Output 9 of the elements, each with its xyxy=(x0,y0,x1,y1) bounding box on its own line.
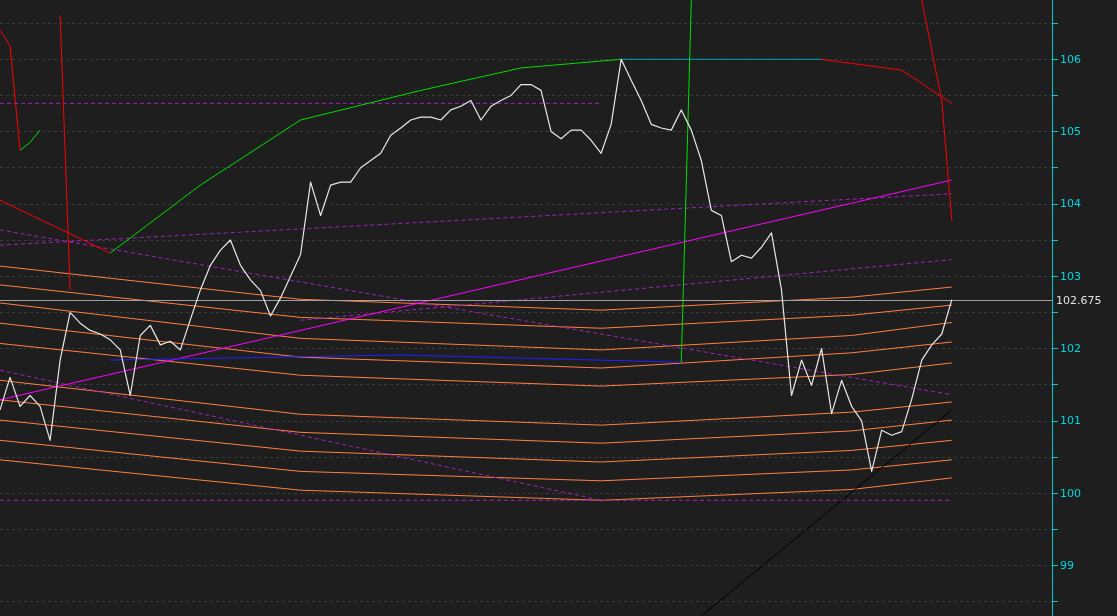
y-tick-label: 99 xyxy=(1060,558,1074,572)
y-tick-label: 103 xyxy=(1060,269,1081,283)
y-tick-label: 105 xyxy=(1060,125,1081,139)
y-tick-label: 104 xyxy=(1060,197,1081,211)
ref-line-label: 102.675 xyxy=(1056,293,1102,307)
y-tick-label: 106 xyxy=(1060,52,1081,66)
y-tick-label: 100 xyxy=(1060,486,1081,500)
y-tick-label: 102 xyxy=(1060,341,1081,355)
y-tick-label: 101 xyxy=(1060,414,1081,428)
